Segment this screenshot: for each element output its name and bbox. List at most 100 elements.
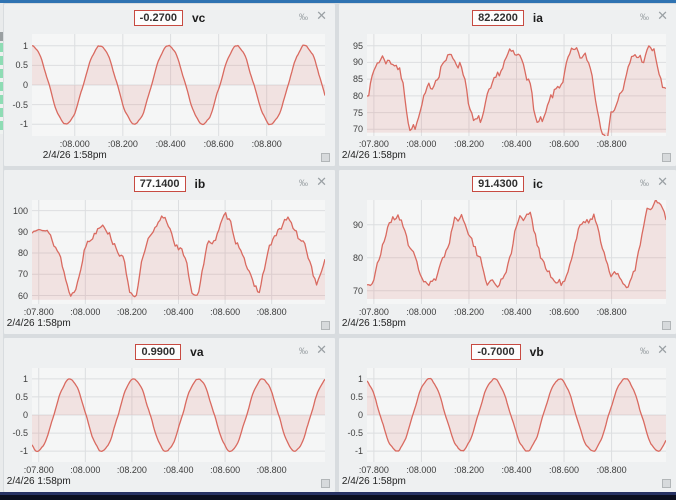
timestamp: 2/4/26 1:58pm [341,150,406,161]
y-tick-label: 90 [17,226,28,237]
y-tick-label: 1 [357,373,363,384]
x-tick-label: :08.200 [107,139,138,149]
x-tick-label: :08.600 [549,465,580,475]
x-tick-label: :08.000 [70,465,101,475]
chart-header: 77.1400 ib [4,176,335,192]
resize-grip-icon[interactable] [662,479,671,488]
x-tick-label: :08.800 [251,139,282,149]
close-icon[interactable]: ✕ [657,174,668,189]
permille-scale-icon[interactable]: ‰ [299,12,308,22]
timestamp: 2/4/26 1:58pm [6,476,71,487]
resize-grip-icon[interactable] [662,321,671,330]
y-tick-label: 90 [352,57,363,68]
close-icon[interactable]: ✕ [657,8,668,23]
x-tick-label: :07.800 [358,139,389,149]
waveform-svg [32,368,325,462]
chart-label: vc [191,11,206,25]
chart-header: 82.2200 ia [339,10,676,26]
x-tick-label: :08.200 [453,465,484,475]
y-tick-label: 0.5 [15,391,28,402]
x-tick-label: :08.800 [256,465,287,475]
chart-label: ia [532,11,543,25]
resize-grip-icon[interactable] [321,479,330,488]
waveform-svg [32,200,325,304]
x-tick-label: :08.400 [163,307,194,317]
y-tick-label: 0.5 [350,391,363,402]
x-tick-label: :08.800 [596,139,627,149]
x-tick-label: :08.000 [59,139,90,149]
chart-value-box: 82.2200 [472,10,524,26]
x-tick-label: :08.400 [501,307,532,317]
chart-value-box: 0.9900 [135,344,182,360]
close-icon[interactable]: ✕ [316,8,327,23]
timestamp: 2/4/26 1:58pm [42,150,107,161]
y-tick-label: 70 [17,269,28,280]
chart-header: -0.7000 vb [339,344,676,360]
timestamp: 2/4/26 1:58pm [6,318,71,329]
permille-scale-icon[interactable]: ‰ [640,12,649,22]
close-icon[interactable]: ✕ [316,174,327,189]
close-icon[interactable]: ✕ [657,342,668,357]
y-tick-label: -0.5 [12,99,28,110]
chart-label: ic [532,177,543,191]
y-tick-label: 85 [352,74,363,85]
plot-area[interactable] [32,34,325,136]
waveform-svg [32,34,325,136]
x-tick-label: :07.800 [23,307,54,317]
x-tick-label: :08.800 [596,465,627,475]
y-tick-label: 0 [357,410,363,420]
x-tick-label: :08.200 [116,465,147,475]
x-tick-label: :08.600 [203,139,234,149]
chart-label: va [190,345,204,359]
permille-scale-icon[interactable]: ‰ [299,346,308,356]
x-tick-label: :08.400 [163,465,194,475]
y-tick-label: 0 [22,80,28,90]
plot-area[interactable] [367,368,666,462]
y-tick-label: -0.5 [347,428,363,439]
x-tick-label: :08.200 [116,307,147,317]
y-tick-label: 70 [352,124,363,135]
x-tick-label: :08.600 [210,465,241,475]
x-tick-label: :08.000 [406,139,437,149]
x-tick-label: :08.400 [155,139,186,149]
resize-grip-icon[interactable] [321,321,330,330]
close-icon[interactable]: ✕ [316,342,327,357]
plot-area[interactable] [32,200,325,304]
permille-scale-icon[interactable]: ‰ [640,178,649,188]
y-tick-label: -0.5 [12,428,28,439]
y-tick-label: -1 [19,446,28,457]
permille-scale-icon[interactable]: ‰ [640,346,649,356]
y-tick-label: 60 [17,290,28,301]
resize-grip-icon[interactable] [662,153,671,162]
y-tick-label: 1 [22,373,28,384]
left-edge-green-list-segments [0,43,3,134]
waveform-svg [367,368,666,462]
x-tick-label: :08.000 [406,465,437,475]
y-tick-label: 70 [352,285,363,296]
y-tick-label: 80 [17,248,28,259]
y-tick-label: 80 [352,90,363,101]
x-tick-label: :08.600 [549,139,580,149]
chart-panel-va: 0.9900 va ‰ ✕ 2/4/26 1:58pm :07.800:08.0… [4,338,335,492]
plot-area[interactable] [32,368,325,462]
y-tick-label: 80 [352,252,363,263]
x-tick-label: :08.800 [596,307,627,317]
resize-grip-icon[interactable] [321,153,330,162]
permille-scale-icon[interactable]: ‰ [299,178,308,188]
chart-panel-vc: -0.2700 vc ‰ ✕ 2/4/26 1:58pm :08.000 :08.… [4,4,335,166]
plot-area[interactable] [367,34,666,136]
x-tick-label: :08.000 [70,307,101,317]
x-tick-label: :08.600 [549,307,580,317]
chart-header: -0.2700 vc [4,10,335,26]
x-tick-label: :07.800 [358,307,389,317]
chart-value-box: -0.2700 [133,10,183,26]
plot-area[interactable] [367,200,666,304]
y-tick-label: 0 [22,410,28,420]
chart-value-box: 91.4300 [472,176,524,192]
charts-grid: -0.2700 vc ‰ ✕ 2/4/26 1:58pm :08.000 :08.… [4,4,676,492]
y-tick-label: 90 [352,219,363,230]
timestamp: 2/4/26 1:58pm [341,476,406,487]
chart-value-box: -0.7000 [471,344,521,360]
y-tick-label: 100 [12,205,28,216]
